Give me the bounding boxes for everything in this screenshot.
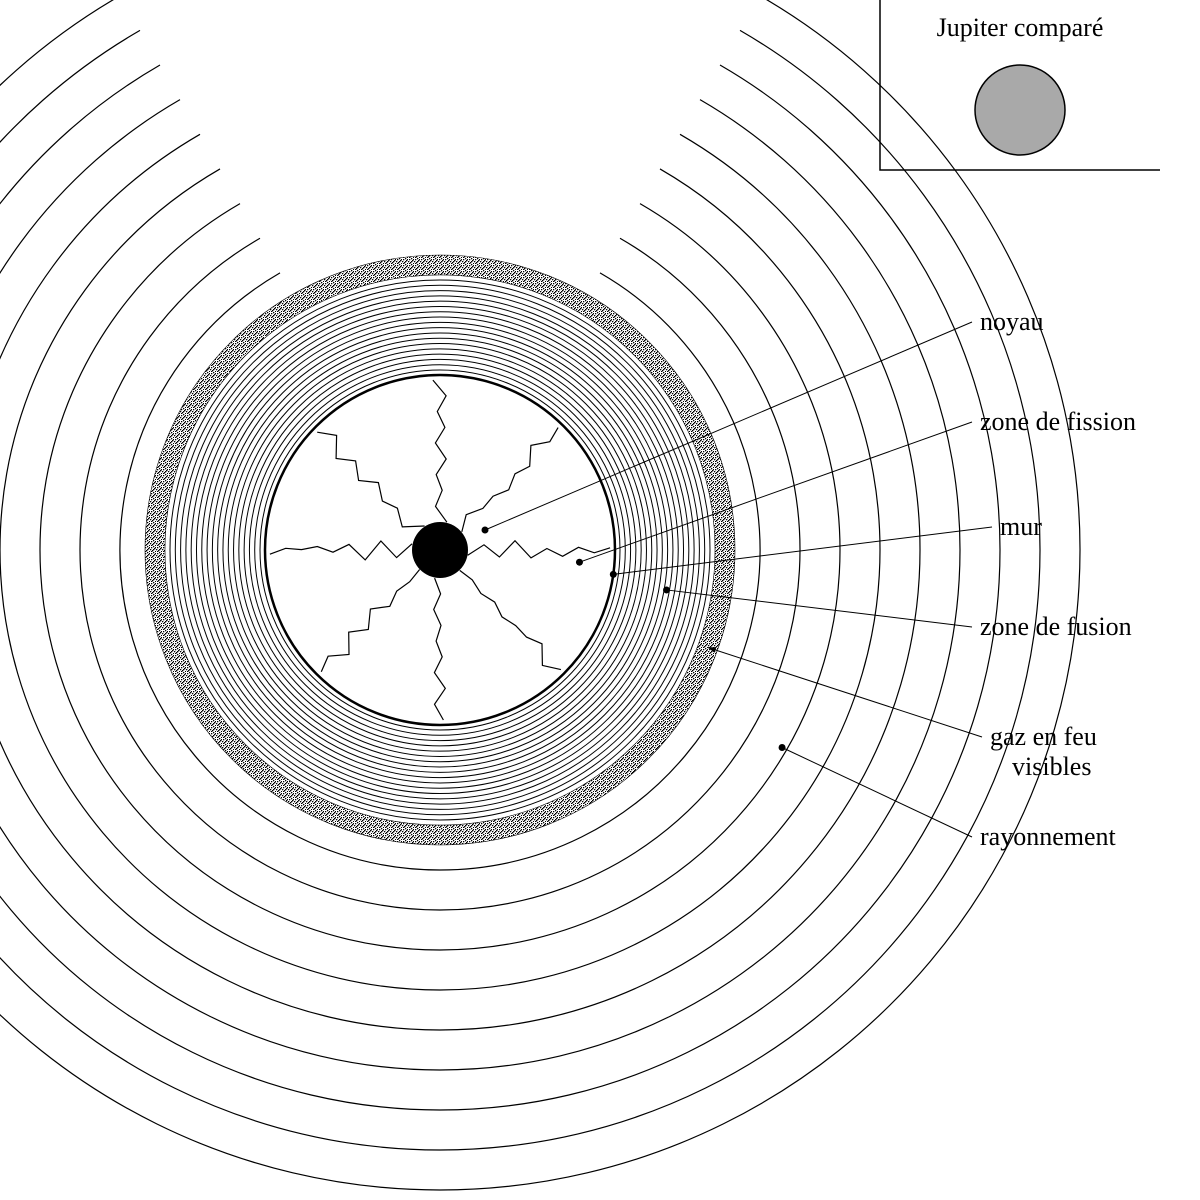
jupiter-circle [975, 65, 1065, 155]
label-zone_fission: zone de fission [980, 407, 1136, 436]
legend-title: Jupiter comparé [937, 13, 1104, 42]
core-circle [412, 522, 468, 578]
leader-dot [663, 586, 670, 593]
label-rayonnement: rayonnement [980, 822, 1117, 851]
label-zone_fusion: zone de fusion [980, 612, 1132, 641]
label-gaz_visibles: gaz en feu [990, 722, 1097, 751]
leader-dot [779, 744, 786, 751]
label-gaz_visibles2: visibles [1012, 752, 1091, 781]
leader-dot [482, 527, 489, 534]
label-mur: mur [1000, 512, 1042, 541]
label-noyau: noyau [980, 307, 1044, 336]
leader-dot [610, 571, 617, 578]
leader-line [782, 748, 972, 838]
leader-line [613, 527, 992, 574]
leader-dot [576, 559, 583, 566]
